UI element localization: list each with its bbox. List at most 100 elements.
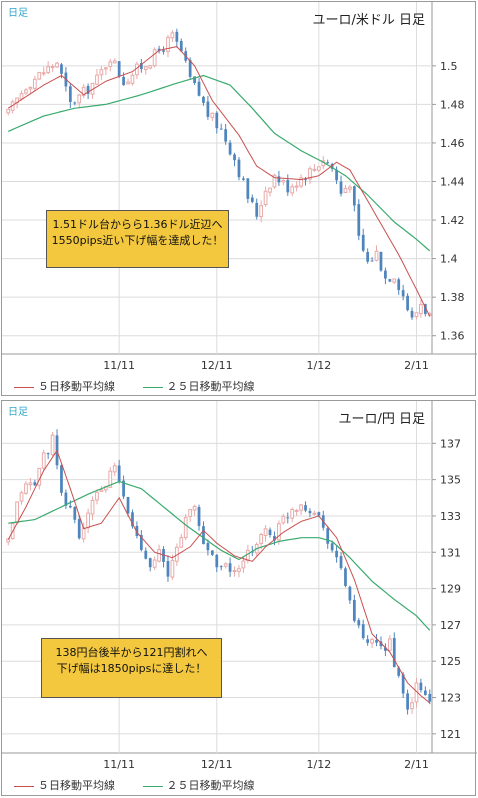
candle-body	[215, 112, 219, 129]
legend-ma5-label: ５日移動平均線	[38, 380, 115, 393]
y-tick-label: 137	[440, 437, 461, 450]
candle-body	[46, 66, 51, 74]
candle-body	[192, 506, 197, 511]
candle-body	[326, 162, 330, 164]
candle-body	[206, 101, 210, 117]
candle-body	[299, 504, 303, 511]
candle-body	[210, 112, 215, 118]
candle-body	[348, 186, 352, 190]
candle-body	[228, 563, 232, 572]
candle-body	[423, 304, 427, 314]
y-tick-label: 1.5	[440, 60, 458, 73]
candle-body	[175, 31, 179, 42]
candle-body	[281, 180, 286, 183]
candle-body	[33, 482, 37, 486]
eurjpy-chart-svg: 121 123 125 127 129 131 133 135 137 11/11 12/11 1/1…	[2, 401, 477, 771]
candle-body	[131, 512, 134, 527]
legend-ma25-swatch	[142, 785, 163, 787]
candle-body	[95, 74, 99, 85]
x-tick-label: 12/11	[201, 359, 233, 372]
candle-body	[312, 168, 317, 171]
candle-body	[32, 78, 37, 89]
candle-body	[281, 515, 286, 524]
candle-body	[308, 168, 312, 180]
x-tick-label: 2/11	[404, 758, 429, 771]
candle-body	[397, 279, 401, 291]
candle-body	[162, 50, 165, 52]
legend-ma5-swatch	[14, 386, 34, 388]
candle-body	[135, 525, 139, 536]
y-tick-label: 125	[440, 655, 461, 668]
legend-ma25-label: ２５日移動平均線	[166, 779, 255, 792]
candle-body	[392, 637, 396, 668]
candle-body	[290, 186, 295, 194]
candle-body	[148, 558, 152, 568]
candle-body	[361, 234, 365, 251]
candle-body	[339, 181, 343, 194]
candle-body	[152, 49, 157, 67]
candle-body	[277, 523, 281, 541]
candle-body	[112, 465, 117, 473]
candle-body	[401, 290, 405, 297]
y-tick-label: 1.44	[440, 176, 465, 189]
candle-body	[68, 505, 72, 508]
candle-body	[197, 81, 201, 96]
candle-body	[410, 310, 414, 318]
candle-body	[250, 197, 254, 202]
annotation-box: 138円台後半から121円割れへ 下げ幅は1850pipsに達した！	[41, 638, 222, 698]
candle-body	[108, 470, 113, 488]
y-tick-label: 1.36	[440, 330, 465, 343]
candle-body	[183, 517, 188, 539]
legend-ma25-swatch	[142, 386, 163, 388]
candle-body	[126, 81, 130, 85]
candle-body	[77, 94, 82, 104]
ma25-line	[7, 74, 431, 252]
candle-body	[263, 190, 268, 206]
legend-ma5: ５日移動平均線	[14, 378, 115, 394]
annotation-line: 1550pips近い下げ幅を達成した！	[51, 234, 224, 247]
candle-body	[410, 702, 414, 710]
eurusd-chart-panel: 1.36 1.38 1.4 1.42 1.44 1.46 1.48 1.5 11/11 12/11…	[1, 1, 477, 396]
candle-body	[423, 690, 427, 695]
y-tick-label: 1.38	[440, 291, 465, 304]
candle-body	[73, 102, 77, 104]
y-tick-label: 129	[440, 583, 461, 596]
candle-body	[352, 600, 356, 621]
candle-body	[335, 169, 338, 181]
candle-body	[41, 72, 46, 75]
candle-body	[55, 62, 59, 68]
y-tick-label: 127	[440, 619, 461, 632]
candle-body	[179, 537, 184, 548]
candle-body	[202, 526, 205, 545]
candle-body	[348, 586, 352, 601]
candle-body	[294, 509, 299, 512]
candle-body	[370, 638, 374, 644]
candle-body	[304, 505, 307, 511]
candle-body	[139, 63, 143, 70]
candle-body	[366, 639, 370, 643]
candle-body	[202, 96, 205, 103]
candle-body	[157, 549, 161, 562]
candle-body	[68, 86, 72, 102]
candle-body	[384, 647, 387, 651]
candle-body	[15, 501, 19, 524]
candle-body	[228, 142, 232, 155]
candle-body	[339, 556, 343, 569]
candle-body	[241, 560, 246, 569]
x-tick-label: 2/11	[404, 359, 429, 372]
legend-ma5-swatch	[14, 785, 34, 787]
candle-body	[277, 176, 281, 183]
candle-body	[370, 260, 374, 262]
y-tick-label: 1.42	[440, 214, 465, 227]
candle-body	[130, 74, 135, 84]
candle-body	[24, 89, 28, 94]
candle-body	[326, 528, 330, 544]
candle-body	[374, 250, 379, 261]
candle-body	[316, 166, 321, 171]
candle-body	[361, 624, 365, 639]
candle-body	[73, 506, 77, 520]
candle-body	[90, 499, 95, 515]
annotation-line: 138円台後半から121円割れへ	[55, 646, 208, 659]
candle-body	[317, 512, 321, 516]
candle-body	[81, 527, 86, 540]
